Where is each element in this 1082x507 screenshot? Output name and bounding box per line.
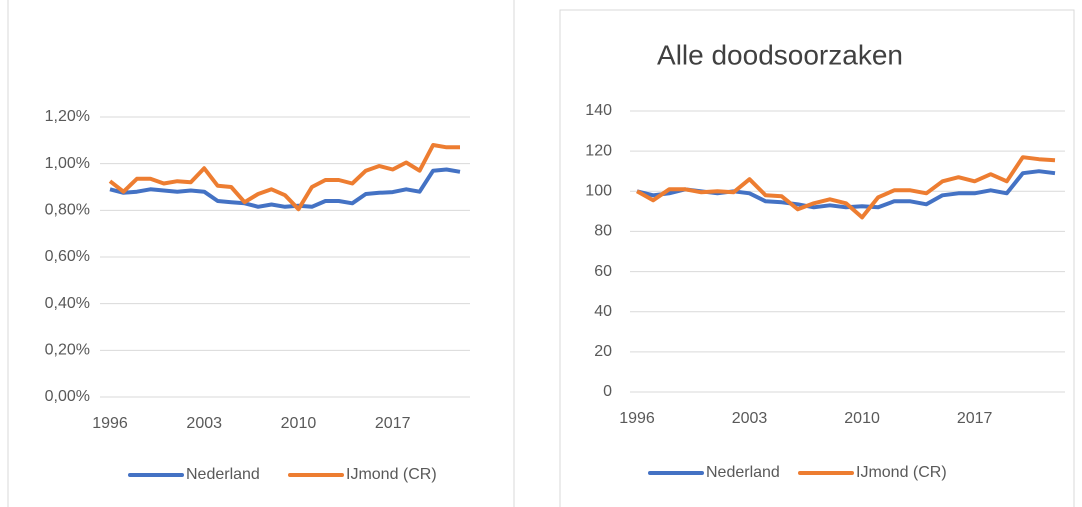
series-line [108,143,460,212]
legend-label: Nederland [186,466,260,483]
legend-label: Nederland [706,464,780,481]
y-tick-label: 1,00% [45,155,90,172]
y-tick-label: 0,20% [45,342,90,359]
chart-title: Alle doodsoorzaken [657,39,903,70]
y-tick-label: 0,80% [45,202,90,219]
y-tick-label: 40 [594,303,612,320]
x-tick-label: 2017 [375,415,411,432]
y-tick-label: 120 [585,142,612,159]
series-line [636,155,1056,220]
x-tick-label: 1996 [619,410,655,427]
y-tick-label: 140 [585,102,612,119]
series-line [109,167,461,209]
y-tick-label: 0 [603,383,612,400]
x-tick-label: 2010 [281,415,317,432]
y-tick-label: 0,00% [45,388,90,405]
y-tick-label: 100 [585,183,612,200]
x-tick-label: 2003 [732,410,768,427]
x-tick-label: 1996 [92,415,128,432]
y-tick-label: 0,40% [45,295,90,312]
panel-right [559,9,1075,507]
legend-label: IJmond (CR) [856,464,947,481]
y-tick-label: 1,20% [45,108,90,125]
y-tick-label: 80 [594,223,612,240]
legend-label: IJmond (CR) [346,466,437,483]
x-tick-label: 2010 [844,410,880,427]
y-tick-label: 60 [594,263,612,280]
x-tick-label: 2003 [186,415,222,432]
y-tick-label: 20 [594,343,612,360]
x-tick-label: 2017 [957,410,993,427]
y-tick-label: 0,60% [45,248,90,265]
panel-left [7,0,515,507]
